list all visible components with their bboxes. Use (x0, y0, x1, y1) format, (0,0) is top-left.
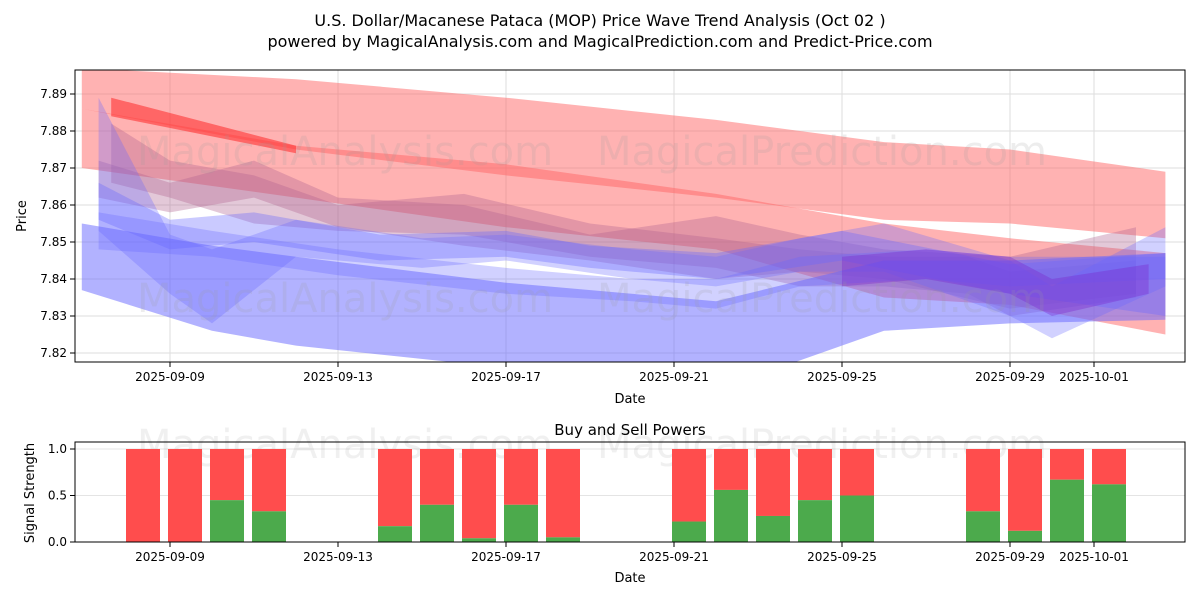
y-tick-label: 7.86 (40, 198, 67, 212)
buy-bar (420, 504, 454, 542)
y-axis-label: Price (15, 200, 30, 232)
wave-band (111, 97, 296, 154)
y-tick-label: 7.85 (40, 235, 67, 249)
bar-chart-title: Buy and Sell Powers (554, 421, 706, 439)
buy-bar (210, 500, 244, 542)
x-tick-label: 2025-09-29 (975, 370, 1045, 384)
buy-bar (966, 511, 1000, 542)
sell-bar (462, 449, 496, 539)
bands (81, 70, 1166, 362)
buy-bar (672, 521, 706, 542)
sell-bar (1050, 449, 1084, 480)
y-tick-label: 1.0 (48, 442, 67, 456)
x-tick-label: 2025-09-13 (303, 550, 373, 564)
buy-bar (378, 526, 412, 542)
y-tick-label: 0.0 (48, 535, 67, 549)
watermark: MagicalAnalysis.com (137, 129, 553, 175)
y-tick-label: 7.87 (40, 161, 67, 175)
x-tick-label: 2025-10-01 (1059, 550, 1129, 564)
sell-bar (504, 449, 538, 505)
buy-bar (714, 489, 748, 542)
x-tick-label: 2025-10-01 (1059, 370, 1129, 384)
wave-band (81, 223, 1166, 362)
x-tick-label: 2025-09-29 (975, 550, 1045, 564)
y-tick-label: 7.89 (40, 87, 67, 101)
x-tick-label: 2025-09-21 (639, 370, 709, 384)
sell-bar (168, 449, 202, 542)
watermark: MagicalPrediction.com (597, 276, 1047, 322)
sell-bar (840, 449, 874, 496)
wave-band (98, 182, 1166, 316)
buy-bar (756, 515, 790, 542)
y-tick-label: 0.5 (48, 489, 67, 503)
plot-frame (74, 69, 1186, 363)
chart-title: U.S. Dollar/Macanese Pataca (MOP) Price … (314, 11, 885, 30)
sell-bar (378, 449, 412, 527)
y-tick-label: 7.83 (40, 309, 67, 323)
watermark: MagicalAnalysis.com (137, 276, 553, 322)
sell-bar (1092, 449, 1126, 485)
buy-bar (1050, 479, 1084, 542)
x-tick-label: 2025-09-17 (471, 370, 541, 384)
y-tick-label: 7.82 (40, 346, 67, 360)
buy-bar (1092, 484, 1126, 542)
x-tick-label: 2025-09-25 (807, 550, 877, 564)
sell-bar (714, 449, 748, 490)
buy-bar (798, 500, 832, 542)
x-tick-label: 2025-09-09 (135, 370, 205, 384)
sell-bar (546, 449, 580, 538)
buy-bar (252, 511, 286, 542)
bar-x-axis-label: Date (614, 571, 645, 586)
wave-band (81, 70, 1166, 239)
buy-bar (504, 504, 538, 542)
x-tick-label: 2025-09-21 (639, 550, 709, 564)
buy-bar (546, 537, 580, 542)
sell-bar (210, 449, 244, 501)
sell-bar (672, 449, 706, 522)
x-axis-label: Date (614, 392, 645, 407)
buy-bar (840, 495, 874, 542)
sell-bar (1008, 449, 1042, 531)
x-tick-label: 2025-09-17 (471, 550, 541, 564)
price-chart: 2025-09-09 2025-09-13 2025-09-17 2025-09-21… (40, 69, 1186, 384)
chart-subtitle: powered by MagicalAnalysis.com and Magic… (267, 32, 932, 51)
sell-bar (420, 449, 454, 505)
sell-bar (798, 449, 832, 501)
x-tick-label: 2025-09-25 (807, 370, 877, 384)
sell-bar (756, 449, 790, 516)
sell-bar (252, 449, 286, 512)
buy-bar (1008, 530, 1042, 542)
buy-bar (462, 538, 496, 542)
sell-bar (966, 449, 1000, 512)
x-tick-label: 2025-09-13 (303, 370, 373, 384)
y-tick-label: 7.88 (40, 124, 67, 138)
signal-chart: 2025-09-09 2025-09-13 2025-09-17 2025-09-21… (48, 422, 1186, 564)
x-tick-label: 2025-09-09 (135, 550, 205, 564)
watermark: MagicalPrediction.com (597, 129, 1047, 175)
bar-y-axis-label: Signal Strength (23, 443, 38, 543)
wave-band (842, 249, 1149, 316)
y-tick-label: 7.84 (40, 272, 67, 286)
plot-frame (74, 441, 1186, 543)
sell-bar (126, 449, 160, 542)
